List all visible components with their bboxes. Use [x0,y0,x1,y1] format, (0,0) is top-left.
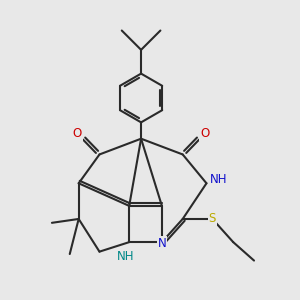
Text: O: O [73,127,82,140]
Text: NH: NH [117,250,134,263]
Text: S: S [209,212,216,226]
Text: O: O [200,127,210,140]
Text: N: N [158,237,166,250]
Text: NH: NH [210,173,228,186]
